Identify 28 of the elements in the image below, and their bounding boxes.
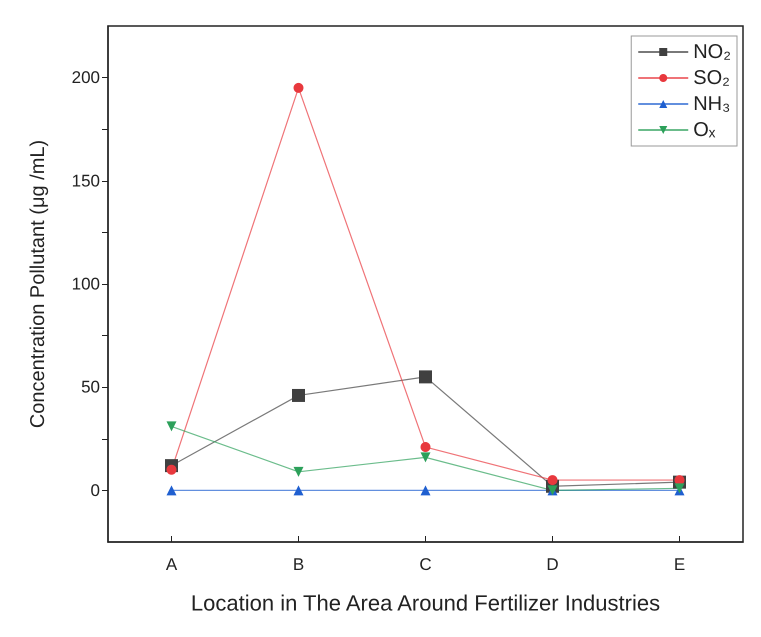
legend-label: Oₓ xyxy=(693,119,716,141)
point xyxy=(548,475,558,486)
point xyxy=(419,370,432,384)
y-tick-label: 200 xyxy=(72,68,100,88)
legend-label: SO₂ xyxy=(693,67,730,89)
point xyxy=(294,466,304,477)
point xyxy=(292,388,305,402)
y-tick-label: 150 xyxy=(72,171,100,190)
point xyxy=(294,485,304,496)
x-tick-label: C xyxy=(419,555,432,574)
point xyxy=(420,442,430,452)
y-tick-label: 50 xyxy=(81,378,100,397)
legend-label: NH₃ xyxy=(693,93,730,115)
x-axis-title: Location in The Area Around Fertilizer Industries xyxy=(190,590,660,616)
point xyxy=(166,464,176,475)
point xyxy=(166,485,176,496)
y-tick-label: 0 xyxy=(90,480,100,500)
x-tick-label: D xyxy=(546,555,559,574)
x-tick-label: B xyxy=(292,555,304,574)
y-tick-label: 100 xyxy=(72,274,100,294)
point xyxy=(420,485,430,496)
point xyxy=(420,452,430,462)
x-tick-label: A xyxy=(166,555,178,574)
point xyxy=(294,82,304,93)
x-tick-label: E xyxy=(674,555,686,574)
y-axis-title: Concentration Pollutant (μg /mL) xyxy=(27,140,49,428)
legend-label: NO₂ xyxy=(693,41,731,63)
point xyxy=(166,421,176,432)
